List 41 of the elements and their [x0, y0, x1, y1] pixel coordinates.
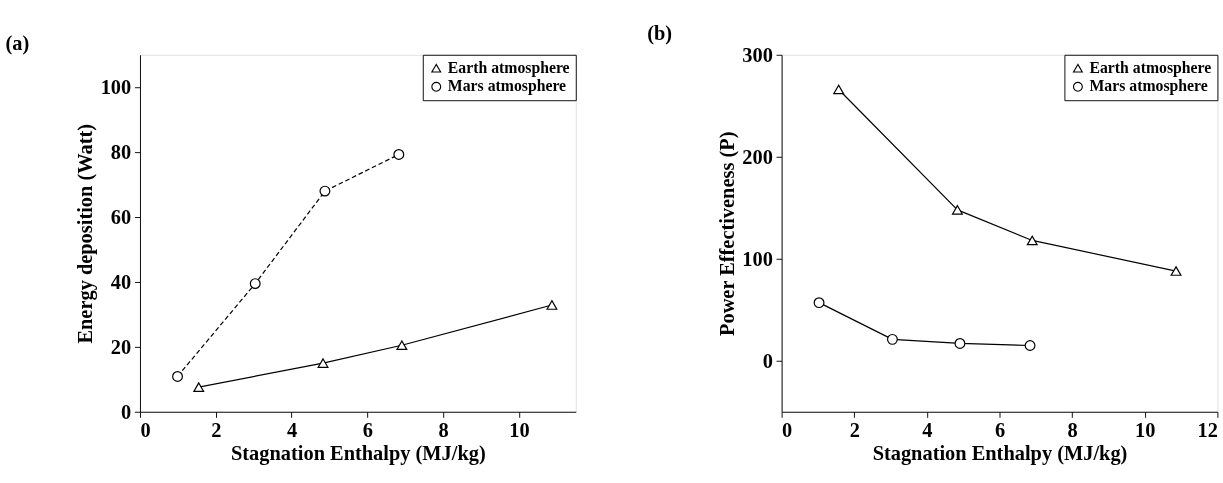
y-tick-label: 80	[110, 141, 132, 164]
x-tick-label: 8	[1067, 419, 1078, 442]
x-axis-title: Stagnation Enthalpy (MJ/kg)	[230, 442, 486, 466]
legend-label: Earth atmosphere	[447, 58, 570, 77]
y-tick-label: 0	[121, 400, 132, 423]
x-tick-label: 4	[286, 419, 298, 442]
y-tick-label: 200	[742, 145, 773, 168]
point	[249, 278, 261, 290]
y-tick-label: 100	[742, 247, 773, 270]
chart-title: (a)	[5, 31, 30, 55]
y-axis-title: Energy deposition (Watt)	[74, 123, 98, 344]
legend-label: Earth atmosphere	[1089, 58, 1212, 77]
x-tick-label: 10	[509, 419, 530, 442]
point	[317, 358, 329, 368]
x-tick-label: 6	[362, 419, 373, 442]
point	[546, 300, 558, 310]
x-tick-label: 0	[782, 419, 793, 442]
legend-label: Mars atmosphere	[447, 77, 567, 96]
x-tick-label: 6	[994, 419, 1006, 442]
x-tick-label: 10	[1135, 419, 1156, 442]
x-axis-title: Stagnation Enthalpy (MJ/kg)	[872, 442, 1128, 466]
point	[319, 185, 331, 197]
point	[172, 370, 183, 382]
x-tick-label: 2	[849, 419, 860, 442]
x-tick-label: 8	[438, 419, 449, 442]
x-tick-label: 0	[140, 419, 151, 442]
point	[396, 340, 408, 351]
y-axis-title: Power Effectiveness (P)	[715, 131, 739, 336]
chart-title: (b)	[647, 21, 673, 45]
y-tick-label: 40	[110, 270, 132, 293]
y-tick-label: 20	[110, 335, 132, 358]
point	[393, 148, 405, 160]
y-tick-label: 60	[110, 206, 132, 229]
y-tick-label: 0	[762, 349, 773, 372]
x-tick-label: 2	[211, 419, 222, 442]
y-tick-label: 300	[742, 43, 773, 66]
point	[193, 382, 205, 392]
x-tick-label: 4	[922, 419, 933, 442]
x-tick-label: 12	[1197, 419, 1218, 442]
legend-label: Mars atmosphere	[1089, 77, 1208, 96]
y-tick-label: 100	[100, 76, 132, 99]
